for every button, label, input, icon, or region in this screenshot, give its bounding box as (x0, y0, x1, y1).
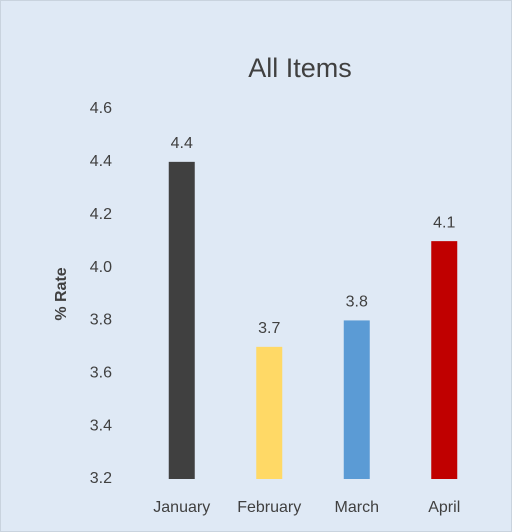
y-tick-label: 4.0 (90, 259, 112, 276)
bar (343, 320, 370, 479)
y-axis-label: % Rate (53, 267, 70, 320)
y-tick-label: 3.8 (90, 312, 112, 329)
bar (256, 346, 283, 479)
x-tick-label: March (335, 499, 379, 516)
data-label: 3.7 (258, 320, 280, 337)
bar (431, 241, 458, 479)
y-tick-label: 4.4 (90, 153, 112, 170)
chart-title: All Items (248, 53, 352, 83)
y-tick-label: 3.2 (90, 470, 112, 487)
x-tick-label: February (237, 499, 301, 516)
y-tick-label: 3.6 (90, 365, 112, 382)
y-tick-label: 4.2 (90, 206, 112, 223)
bar (168, 161, 195, 479)
data-label: 4.1 (433, 214, 455, 231)
y-tick-label: 4.6 (90, 100, 112, 117)
x-tick-label: April (428, 499, 460, 516)
x-tick-label: January (153, 499, 210, 516)
data-label: 3.8 (346, 294, 368, 311)
data-label: 4.4 (171, 135, 193, 152)
y-tick-label: 3.4 (90, 417, 112, 434)
